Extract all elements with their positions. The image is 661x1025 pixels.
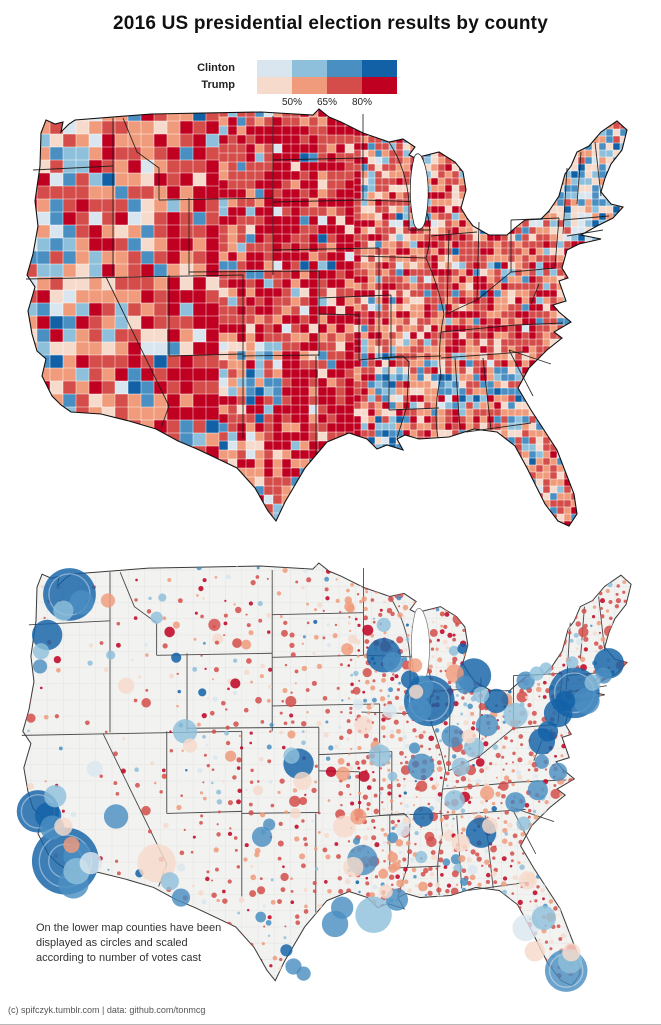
county-bubble-baltimore [538,721,558,741]
county-bubble-pittsburgh [503,703,527,727]
county-bubble-spokane [101,593,115,607]
clinton-swatch [327,60,362,77]
county-bubble-columbia-sc [517,816,531,830]
trump-swatch [362,77,397,94]
county-bubble-atlanta-north [482,817,498,833]
county-bubble-duluth [377,618,391,632]
county-bubble-fargo [344,602,354,612]
note-line: On the lower map counties have been [36,921,296,936]
county-mosaic [11,108,651,544]
credit-text: (c) spifczyk.tumblr.com | data: github.c… [8,1005,205,1015]
county-bubble-austin [331,897,353,919]
county-bubble-ann-arbor [456,676,474,694]
note-line: according to number of votes cast [36,951,296,966]
county-bubble-bakersfield [63,837,79,853]
county-bubble-jackson-ms [415,851,427,863]
county-bubble-west-palm [562,943,580,961]
county-bubble-tucson [161,872,179,890]
trump-swatch [257,77,292,94]
county-bubble-charlotte [505,792,525,812]
page-title: 2016 US presidential election results by… [0,13,661,35]
county-bubble-salem [33,643,49,659]
county-bubble-fort-myers [525,941,545,961]
county-bubble-missoula [151,612,163,624]
county-bubble-fort-worth [343,857,363,877]
choropleth-map [11,107,651,544]
county-bubble-el-paso [172,888,190,906]
county-bubble-des-moines [383,704,397,718]
trump-swatch [327,77,362,94]
county-bubble-chicago-suburbs [407,698,431,722]
county-bubble-billings [208,619,220,631]
county-bubble-colorado-springs [293,772,311,790]
legend: Clinton Trump 50%65%80% [173,60,397,111]
clinton-swatch [292,60,327,77]
county-bubble-st-paul [383,652,403,672]
county-bubble-raleigh [528,780,548,800]
county-bubble-hartford [584,675,600,691]
county-bubble-norfolk [549,763,567,781]
county-bubble-richmond [535,755,549,769]
county-bubble-sioux-falls [341,643,353,655]
note-line: displayed as circles and scaled [36,936,296,951]
county-bubble-columbus [476,714,498,736]
county-bubble-dayton [462,729,476,743]
county-bubble-las-vegas [104,804,128,828]
legend-labels: Clinton Trump [173,60,235,94]
county-bubble-nashville [445,790,465,810]
map-note: On the lower map counties have been disp… [36,921,296,966]
county-bubble-albany [566,656,578,668]
county-bubble-memphis [413,806,433,826]
clinton-swatch [362,60,397,77]
clinton-swatch [257,60,292,77]
county-bubble-tacoma [53,601,73,621]
county-bubble-aurora [283,748,299,764]
county-bubble-fresno [54,817,72,835]
county-bubble-little-rock [396,823,410,837]
county-bubble-green-bay [408,658,422,672]
county-bubble-santa-fe [263,818,275,830]
county-bubble-baton-rouge [379,884,393,898]
trump-color-scale [257,77,397,94]
trump-swatch [292,77,327,94]
county-bubble-indianapolis [442,725,464,747]
county-bubble-sacramento [44,785,66,807]
clinton-color-scale [257,60,397,77]
county-bubble-newark [555,691,575,711]
county-bubble-toledo [473,687,489,703]
county-bubble-tulsa [350,808,366,824]
county-bubble-omaha [354,716,372,734]
county-bubble-kansas-city [369,744,391,766]
county-bubble-syracuse [540,662,552,674]
county-bubble-orlando [532,906,556,930]
county-bubble-brownsville [297,967,311,981]
county-bubble-reno [87,761,103,777]
county-bubble-louisville [452,758,470,776]
county-bubble-riverside [80,852,102,874]
legend-label-clinton: Clinton [173,60,235,77]
county-bubble-provo [183,738,197,752]
county-bubble-birmingham [452,834,470,852]
county-bubble-knoxville [480,786,494,800]
county-bubble-jacksonville [519,871,537,889]
county-bubble-rockford [409,685,423,699]
legend-color-scale: 50%65%80% [257,60,397,111]
county-bubble-long-island [573,688,599,714]
county-bubble-st-louis [408,754,434,780]
legend-label-trump: Trump [173,77,235,94]
county-bubble-boise [118,678,134,694]
county-bubble-eugene [33,659,47,673]
county-bubble-wichita [336,767,350,781]
